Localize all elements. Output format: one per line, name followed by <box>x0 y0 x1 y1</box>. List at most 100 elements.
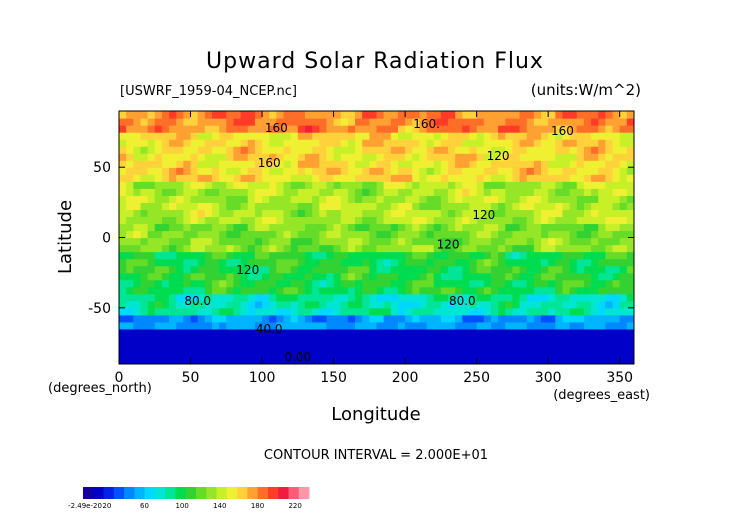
heatmap-cell <box>154 293 163 302</box>
heatmap-cell <box>562 188 571 196</box>
heatmap-cell <box>498 237 506 246</box>
heatmap-cell <box>319 153 328 161</box>
heatmap-cell <box>276 202 285 210</box>
heatmap-cell <box>533 132 542 140</box>
heatmap-cell <box>433 230 442 239</box>
heatmap-cell <box>197 307 206 316</box>
heatmap-cell <box>433 307 442 316</box>
heatmap-cell <box>376 195 385 203</box>
heatmap-cell <box>469 230 478 239</box>
heatmap-cell <box>269 188 277 196</box>
heatmap-cell <box>362 258 370 267</box>
heatmap-cell <box>576 342 585 351</box>
heatmap-cell <box>562 244 571 253</box>
heatmap-cell <box>526 335 535 344</box>
heatmap-cell <box>591 132 599 140</box>
heatmap-cell <box>548 258 556 267</box>
heatmap-cell <box>583 209 592 218</box>
heatmap-cell <box>483 167 492 175</box>
heatmap-cell <box>562 265 571 274</box>
heatmap-cell <box>312 237 320 246</box>
heatmap-cell <box>512 181 521 189</box>
heatmap-cell <box>448 342 456 351</box>
heatmap-cell <box>619 293 628 302</box>
heatmap-cell <box>376 223 385 232</box>
heatmap-cell <box>240 132 249 140</box>
heatmap-cell <box>119 272 127 281</box>
heatmap-cell <box>591 356 599 364</box>
heatmap-cell <box>269 167 277 175</box>
heatmap-cell <box>204 251 213 260</box>
heatmap-cell <box>226 335 235 344</box>
heatmap-cell <box>390 251 399 260</box>
heatmap-cell <box>304 174 313 182</box>
heatmap-cell <box>204 356 213 364</box>
heatmap-cell <box>397 195 406 203</box>
heatmap-cell <box>483 300 492 309</box>
heatmap-cell <box>555 223 564 232</box>
heatmap-cell <box>405 195 413 203</box>
heatmap-cell <box>426 146 435 154</box>
heatmap-cell <box>333 258 342 267</box>
heatmap-cell <box>605 244 614 253</box>
heatmap-cell <box>326 307 335 316</box>
colorbar-swatch <box>298 487 310 499</box>
heatmap-cell <box>512 300 521 309</box>
heatmap-cell <box>326 356 335 364</box>
heatmap-cell <box>512 356 521 364</box>
heatmap-cell <box>297 335 306 344</box>
heatmap-cell <box>462 251 471 260</box>
heatmap-cell <box>469 118 478 126</box>
heatmap-cell <box>140 272 149 281</box>
heatmap-cell <box>211 181 220 189</box>
heatmap-cell <box>211 216 220 225</box>
heatmap-cell <box>290 132 299 140</box>
heatmap-cell <box>169 209 177 218</box>
heatmap-cell <box>154 349 163 358</box>
heatmap-cell <box>262 251 270 260</box>
heatmap-cell <box>290 286 299 295</box>
heatmap-cell <box>433 118 442 126</box>
heatmap-cell <box>326 251 335 260</box>
heatmap-cell <box>526 307 535 316</box>
heatmap-cell <box>133 321 142 330</box>
heatmap-cell <box>362 300 370 309</box>
heatmap-cell <box>583 300 592 309</box>
heatmap-cell <box>176 286 184 295</box>
heatmap-cell <box>383 111 392 119</box>
heatmap-cell <box>147 335 156 344</box>
heatmap-cell <box>183 146 192 154</box>
heatmap-cell <box>312 223 320 232</box>
heatmap-cell <box>183 230 192 239</box>
heatmap-cell <box>290 335 299 344</box>
heatmap-cell <box>483 230 492 239</box>
heatmap-cell <box>376 160 385 168</box>
heatmap-cell <box>233 356 242 364</box>
heatmap-cell <box>519 223 528 232</box>
heatmap-cell <box>376 209 385 218</box>
heatmap-cell <box>140 237 149 246</box>
heatmap-cell <box>605 300 614 309</box>
heatmap-cell <box>476 167 485 175</box>
heatmap-cell <box>548 356 556 364</box>
heatmap-cell <box>219 237 227 246</box>
heatmap-cell <box>555 195 564 203</box>
heatmap-cell <box>490 153 499 161</box>
heatmap-cell <box>297 230 306 239</box>
heatmap-cell <box>126 167 134 175</box>
heatmap-cell <box>119 181 127 189</box>
heatmap-cell <box>383 223 392 232</box>
heatmap-cell <box>297 265 306 274</box>
heatmap-cell <box>483 139 492 147</box>
heatmap-cell <box>541 342 549 351</box>
heatmap-cell <box>119 209 127 218</box>
heatmap-cell <box>326 111 335 119</box>
heatmap-cell <box>240 111 249 119</box>
heatmap-cell <box>519 132 528 140</box>
x-tick-label: 300 <box>535 370 562 386</box>
heatmap-cell <box>397 251 406 260</box>
heatmap-cell <box>169 216 177 225</box>
heatmap-cell <box>211 202 220 210</box>
heatmap-cell <box>183 209 192 218</box>
heatmap-cell <box>154 286 163 295</box>
